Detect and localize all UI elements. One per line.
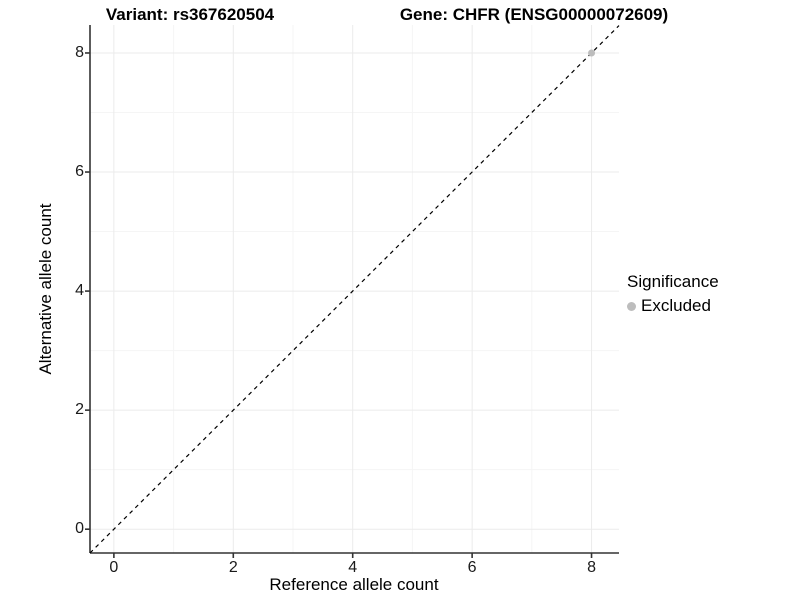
legend-title: Significance xyxy=(627,272,719,291)
x-tick-label: 6 xyxy=(467,559,477,576)
x-tick-label: 2 xyxy=(228,559,238,576)
legend-item-excluded: Excluded xyxy=(627,296,719,316)
y-tick-label: 2 xyxy=(75,401,84,419)
x-tick-label: 4 xyxy=(348,559,358,576)
y-tick-label: 8 xyxy=(75,43,84,61)
legend-item-label: Excluded xyxy=(641,296,711,315)
x-tick-label: 8 xyxy=(587,559,596,576)
legend: Significance Excluded xyxy=(627,272,719,316)
y-tick-label: 6 xyxy=(75,163,84,181)
identity-dashed-line xyxy=(89,25,620,554)
gene-title: Gene: CHFR (ENSG00000072609) xyxy=(399,5,669,24)
data-point-excluded xyxy=(588,49,596,57)
excluded-point-icon xyxy=(627,301,636,311)
x-axis-label: Reference allele count xyxy=(269,575,439,594)
y-tick-label: 4 xyxy=(75,282,84,300)
variant-title: Variant: rs367620504 xyxy=(105,5,275,24)
x-tick-label: 0 xyxy=(109,559,119,576)
y-tick-label: 0 xyxy=(75,520,84,538)
